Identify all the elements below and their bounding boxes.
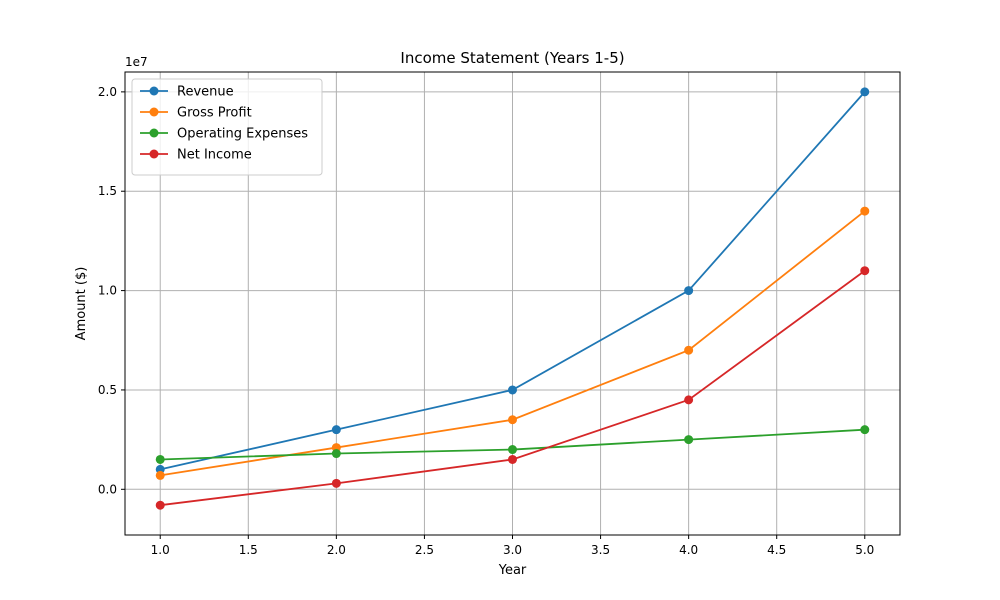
x-tick-label: 2.0 — [327, 543, 346, 557]
legend-swatch-marker — [149, 149, 159, 159]
x-tick-label: 4.0 — [679, 543, 698, 557]
chart-title: Income Statement (Years 1-5) — [400, 49, 624, 67]
data-point — [684, 435, 694, 445]
legend-item: Operating Expenses — [140, 127, 308, 142]
y-tick-label: 1.5 — [98, 184, 117, 198]
data-point — [508, 415, 517, 425]
data-point — [684, 345, 694, 355]
grid-lines — [125, 72, 900, 535]
y-axis-scale-factor: 1e7 — [125, 55, 148, 69]
series-net-income — [155, 266, 870, 510]
legend-swatch-marker — [149, 86, 159, 96]
legend-item: Net Income — [140, 148, 252, 163]
data-point — [508, 385, 517, 395]
y-tick-label: 2.0 — [98, 85, 117, 99]
data-point — [684, 286, 694, 296]
series-operating-expenses — [155, 425, 870, 464]
data-point — [860, 206, 870, 216]
legend: Revenue Gross Profit Operating Expenses Net… — [131, 78, 323, 176]
data-point — [331, 478, 341, 488]
data-point — [860, 425, 870, 435]
y-tick-label: 0.5 — [98, 383, 117, 397]
x-tick-label: 1.0 — [151, 543, 170, 557]
data-point — [331, 449, 341, 459]
data-point — [860, 266, 870, 276]
x-axis-ticks: 1.0 1.5 2.0 2.5 3.0 3.5 4.0 4.5 5.0 — [151, 535, 874, 557]
legend-box — [131, 78, 323, 176]
legend-label: Revenue — [177, 85, 234, 100]
data-point — [155, 500, 165, 510]
legend-label: Net Income — [177, 148, 252, 163]
y-axis-ticks: 0.0 0.5 1.0 1.5 2.0 — [98, 85, 125, 496]
x-tick-label: 4.5 — [767, 543, 786, 557]
data-point — [860, 87, 870, 97]
x-axis-label: Year — [498, 563, 527, 578]
data-point — [508, 445, 517, 455]
legend-label: Operating Expenses — [177, 127, 308, 142]
legend-label: Gross Profit — [177, 106, 252, 121]
legend-swatch-marker — [149, 128, 159, 138]
legend-swatch-marker — [149, 107, 159, 117]
y-axis-label: Amount ($) — [74, 267, 89, 341]
y-tick-label: 0.0 — [98, 482, 117, 496]
series-gross-profit — [155, 206, 870, 480]
data-point — [508, 454, 517, 464]
x-tick-label: 5.0 — [855, 543, 874, 557]
data-point — [331, 425, 341, 435]
legend-item: Gross Profit — [140, 106, 252, 121]
y-tick-label: 1.0 — [98, 284, 117, 298]
x-tick-label: 3.0 — [503, 543, 522, 557]
legend-item: Revenue — [140, 85, 234, 100]
data-point — [155, 454, 165, 464]
x-tick-label: 2.5 — [415, 543, 434, 557]
x-tick-label: 3.5 — [591, 543, 610, 557]
x-tick-label: 1.5 — [239, 543, 258, 557]
data-point — [155, 470, 165, 480]
data-point — [684, 395, 694, 405]
series-lines — [155, 87, 870, 510]
